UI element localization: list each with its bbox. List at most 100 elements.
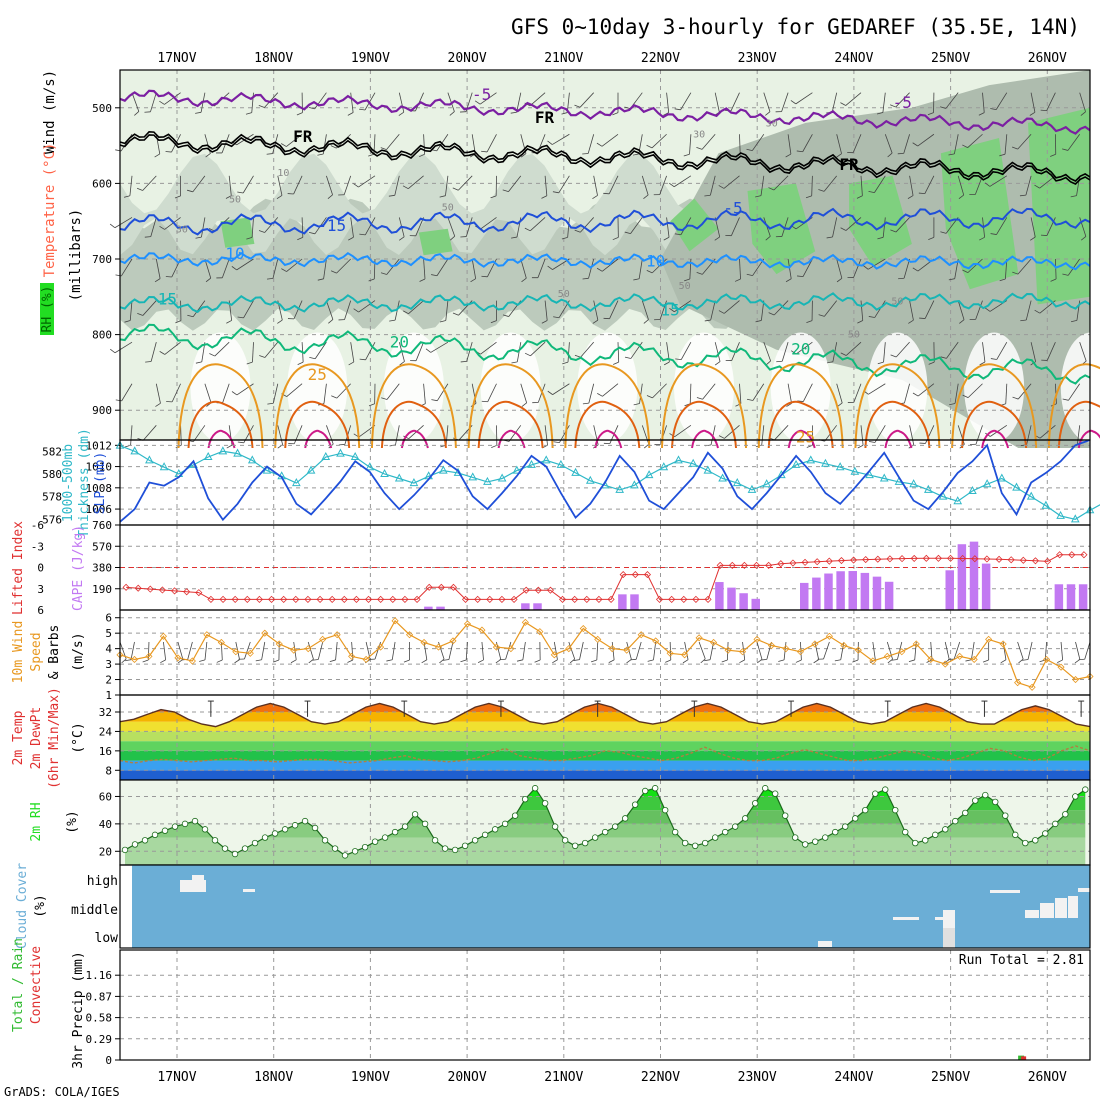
wind-barb-feather bbox=[612, 112, 619, 116]
wind-barb bbox=[423, 383, 426, 404]
rh2m-point bbox=[251, 839, 259, 847]
wind-speed-point bbox=[681, 651, 689, 659]
wind-barb-feather bbox=[739, 659, 745, 664]
date-tick-bottom: 23NOV bbox=[738, 1070, 777, 1085]
thickness-point bbox=[365, 462, 375, 471]
wind-barb-feather bbox=[948, 278, 955, 281]
thickness-point bbox=[306, 465, 316, 474]
wind-barb bbox=[845, 341, 862, 356]
wind-barb-feather bbox=[330, 270, 337, 274]
thickness-point bbox=[747, 484, 757, 493]
rh2m-point bbox=[291, 822, 299, 829]
wind-barb bbox=[702, 383, 716, 400]
wind-barb-feather bbox=[806, 320, 813, 324]
wind-barb bbox=[286, 133, 303, 147]
wind-barb-feather bbox=[481, 150, 488, 153]
wind-barb-feather bbox=[439, 195, 446, 198]
precip-tick-label: 0.58 bbox=[86, 1012, 113, 1025]
wind-barb-feather bbox=[665, 659, 671, 663]
wind-barb bbox=[222, 383, 230, 403]
wind-barb-feather bbox=[386, 659, 393, 662]
cloud-cell bbox=[1055, 898, 1067, 918]
wind-barb bbox=[895, 341, 910, 358]
wind-barb bbox=[1025, 300, 1032, 321]
upper-air-panel: -5 -5 FR FR FR -15 -5 10 10 15 15 20 20 25 25 10 30 50 50 3… bbox=[40, 69, 1100, 449]
wind-barb bbox=[150, 217, 157, 237]
li-point bbox=[837, 556, 846, 565]
wind-barb-feather bbox=[520, 153, 527, 158]
wind-barb-feather bbox=[876, 112, 883, 115]
wind-barb bbox=[529, 92, 546, 107]
wind-barb bbox=[272, 383, 279, 404]
wind-speed-point bbox=[159, 632, 167, 640]
isotherm-30 bbox=[961, 400, 1028, 449]
wind-barb bbox=[147, 641, 150, 661]
slp-tick-label: 1006 bbox=[86, 503, 113, 516]
wind-barb bbox=[1067, 258, 1081, 276]
wind-barb bbox=[823, 641, 830, 660]
wind-barb-feather bbox=[145, 361, 152, 363]
wind-barb bbox=[580, 217, 594, 233]
isotherm-10 bbox=[119, 251, 1091, 271]
date-tick-bottom: 26NOV bbox=[1028, 1070, 1067, 1085]
pressure-tick-label: 500 bbox=[92, 102, 112, 115]
wind-barb bbox=[1046, 217, 1056, 236]
wind-barb-feather bbox=[643, 194, 649, 199]
temp-band bbox=[120, 703, 1090, 712]
wind-barb bbox=[609, 300, 619, 319]
wind-barb-feather bbox=[388, 194, 395, 197]
li-point bbox=[995, 555, 1003, 563]
wind-barb-feather bbox=[510, 111, 517, 114]
rh-label: 30 bbox=[176, 225, 188, 236]
wind-barb-feather bbox=[696, 272, 703, 275]
wind-barb bbox=[264, 92, 279, 108]
wind-barb bbox=[601, 133, 619, 147]
wind-barb bbox=[445, 425, 449, 446]
wind-barb bbox=[1017, 133, 1032, 150]
wind-barb bbox=[129, 300, 133, 321]
isotherm-label: 15 bbox=[158, 289, 177, 308]
wind-barb-feather bbox=[237, 441, 244, 444]
wind-tick-label: 1 bbox=[105, 689, 112, 702]
wind-barb-feather bbox=[912, 267, 919, 272]
wind-barb-feather bbox=[984, 182, 991, 187]
wind-barb-feather bbox=[818, 314, 825, 317]
wind-barb bbox=[130, 425, 133, 446]
wind-speed-point bbox=[724, 646, 732, 654]
wind-speed-point bbox=[217, 638, 225, 647]
wind-barb bbox=[1084, 641, 1091, 660]
wind-barb-feather bbox=[912, 142, 918, 147]
wind-barb-feather bbox=[359, 108, 366, 111]
wind-barb bbox=[1017, 258, 1032, 275]
wind-barb bbox=[1079, 217, 1087, 237]
ylabel-rh: RH (%) bbox=[40, 286, 55, 333]
wind-barb-feather bbox=[674, 108, 681, 111]
wind-barb-feather bbox=[630, 658, 637, 661]
rh2m-panel: 20 40 60 2m RH (%) bbox=[29, 779, 1091, 866]
wind-barb bbox=[286, 258, 303, 272]
isotherm-label: 25 bbox=[796, 428, 815, 447]
wind-barb bbox=[872, 641, 876, 660]
thickness-point bbox=[468, 472, 478, 481]
wind-speed-point bbox=[536, 628, 544, 636]
wind-speed-point bbox=[1057, 663, 1065, 671]
li-point bbox=[1068, 551, 1076, 559]
wind-barb bbox=[314, 92, 327, 110]
thickness-point bbox=[615, 484, 625, 493]
wind-barb bbox=[1076, 175, 1081, 196]
rh2m-point bbox=[591, 834, 599, 841]
wind-barb bbox=[1079, 92, 1086, 112]
li-point bbox=[619, 571, 627, 579]
wind-barb bbox=[909, 175, 914, 196]
wind-barb bbox=[1076, 425, 1081, 446]
wind-barb-feather bbox=[768, 187, 775, 191]
wind-barb-feather bbox=[561, 236, 568, 240]
wind-barb bbox=[568, 641, 576, 660]
rh2m-point bbox=[351, 848, 359, 855]
wind-barb-feather bbox=[734, 278, 741, 282]
thickness-point bbox=[644, 470, 654, 479]
wind-speed-point bbox=[840, 641, 848, 650]
cloud-layer-label: middle bbox=[71, 903, 118, 918]
wind-barb-feather bbox=[785, 153, 792, 158]
wind-barb-feather bbox=[890, 229, 897, 233]
